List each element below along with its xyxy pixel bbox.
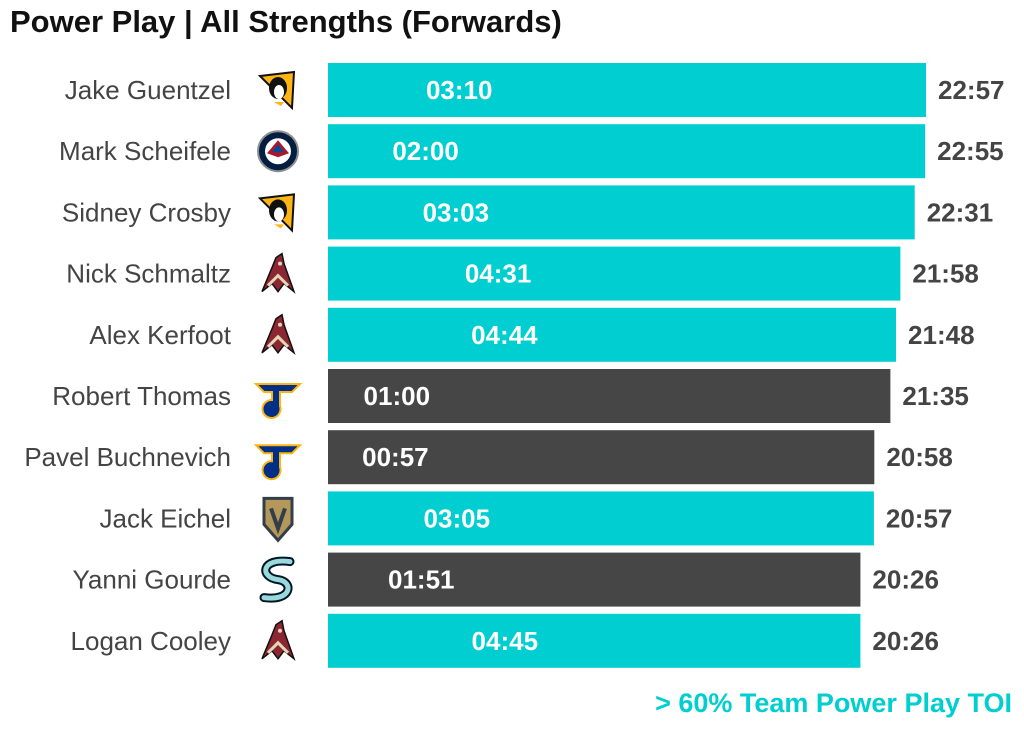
player-name: Yanni Gourde <box>72 565 231 595</box>
toi-value-label: 20:26 <box>872 565 939 595</box>
pp-toi-label: 04:44 <box>471 320 538 350</box>
player-name: Nick Schmaltz <box>66 259 231 289</box>
toi-bar <box>328 185 915 240</box>
toi-value-label: 21:48 <box>908 320 975 350</box>
toi-value-label: 22:55 <box>937 136 1004 166</box>
pp-toi-label: 03:05 <box>424 503 491 533</box>
toi-bar <box>328 63 926 117</box>
team-logo-icon <box>261 252 296 294</box>
toi-value-label: 20:58 <box>886 442 953 472</box>
toi-value-label: 20:57 <box>886 503 953 533</box>
team-logo-icon <box>257 70 296 111</box>
highlight-legend-note: > 60% Team Power Play TOI <box>655 688 1012 718</box>
player-name: Jack Eichel <box>100 503 232 533</box>
pp-toi-label: 03:10 <box>426 75 493 105</box>
player-name: Logan Cooley <box>71 626 231 656</box>
player-name: Robert Thomas <box>52 381 231 411</box>
team-logo-icon <box>253 383 303 419</box>
toi-bar <box>328 124 926 179</box>
pp-toi-label: 04:31 <box>465 259 532 289</box>
chart-title: Power Play | All Strengths (Forwards) <box>10 4 562 39</box>
player-name: Sidney Crosby <box>62 197 231 227</box>
toi-bar <box>328 613 861 668</box>
pp-toi-label: 01:00 <box>364 381 431 411</box>
team-logo-icon <box>257 130 299 173</box>
pp-toi-label: 03:03 <box>423 197 490 227</box>
toi-value-label: 21:58 <box>912 259 979 289</box>
toi-value-label: 22:57 <box>938 75 1005 105</box>
team-logo-icon <box>253 444 303 481</box>
team-logo-icon <box>261 313 296 356</box>
toi-value-label: 20:26 <box>872 626 939 656</box>
toi-value-label: 21:35 <box>902 381 969 411</box>
toi-bar <box>328 246 901 301</box>
player-name: Pavel Buchnevich <box>24 442 231 472</box>
toi-bar <box>328 552 861 607</box>
pp-toi-label: 00:57 <box>362 442 429 472</box>
player-name: Alex Kerfoot <box>89 320 231 350</box>
player-name: Mark Scheifele <box>59 136 231 166</box>
toi-bar <box>328 430 875 485</box>
toi-bar <box>328 307 897 362</box>
player-name: Jake Guentzel <box>65 75 231 105</box>
team-logo-icon <box>261 619 296 662</box>
toi-bar <box>328 491 874 546</box>
toi-value-label: 22:31 <box>927 197 994 227</box>
pp-toi-label: 04:45 <box>472 626 539 656</box>
pp-toi-label: 02:00 <box>392 136 459 166</box>
toi-bar <box>328 369 891 423</box>
pp-toi-label: 01:51 <box>388 565 455 595</box>
team-logo-icon <box>262 496 294 543</box>
team-logo-icon <box>257 193 296 233</box>
team-logo-icon <box>259 556 295 603</box>
